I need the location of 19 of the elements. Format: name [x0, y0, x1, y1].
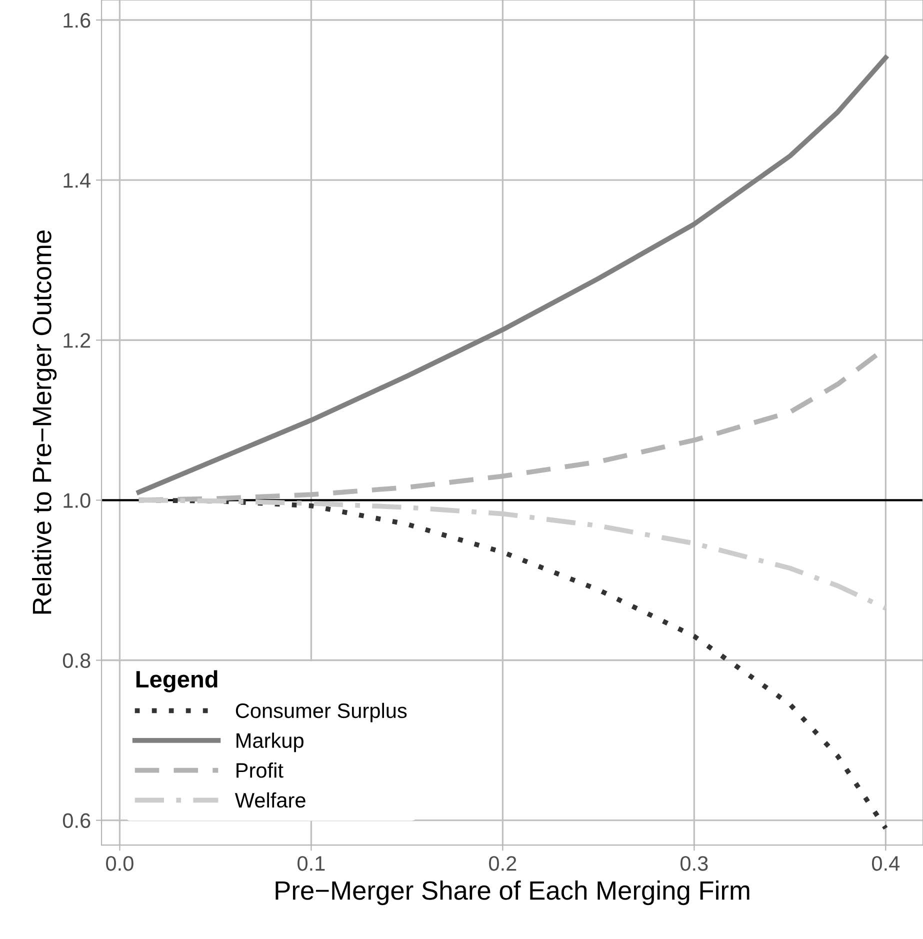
legend-label: Consumer Surplus	[236, 702, 407, 722]
y-tick-label: 0.6	[62, 813, 90, 828]
y-tick-label: 1.0	[64, 493, 90, 508]
y-tick-label: 1.6	[64, 13, 90, 28]
line-series	[136, 55, 888, 495]
y-axis-title: Relative to Pre−Merger Outcome	[32, 230, 57, 614]
y-tick-label: 1.2	[64, 333, 90, 348]
x-tick-label: 0.1	[298, 856, 325, 871]
x-axis-title: Pre−Merger Share of Each Merging Firm	[276, 880, 750, 906]
x-tick-label: 0.4	[872, 856, 900, 871]
x-tick-label: 0.3	[680, 856, 708, 871]
x-tick-label: 0.0	[106, 856, 134, 871]
legend-title: Legend	[136, 670, 218, 692]
legend-label: Markup	[236, 732, 304, 752]
y-tick-label: 1.4	[64, 173, 91, 188]
x-tick-label: 0.2	[489, 856, 516, 871]
legend-label: Profit	[236, 762, 284, 778]
legend-label: Welfare	[234, 792, 306, 808]
y-tick-label: 0.8	[62, 653, 90, 668]
